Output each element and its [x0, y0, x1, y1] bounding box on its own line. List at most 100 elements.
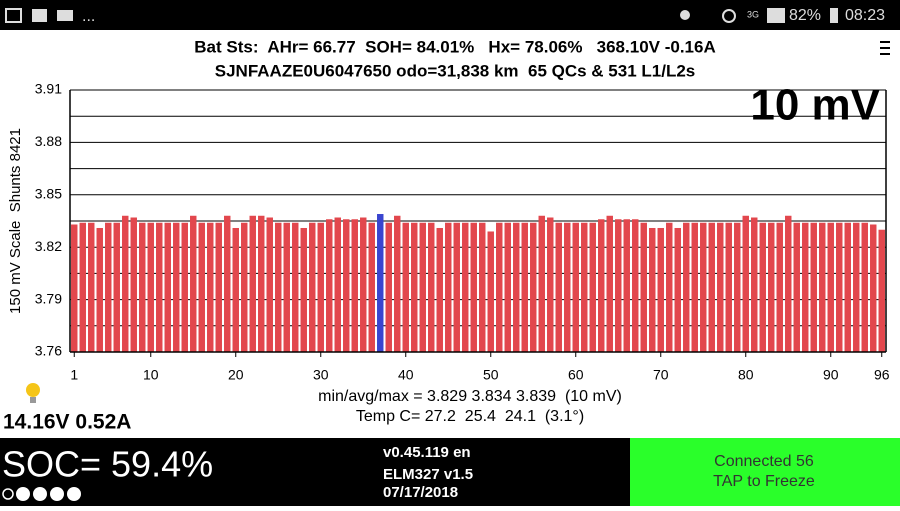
x-tick-label: 20 [228, 367, 244, 383]
bar [198, 222, 205, 352]
status-time: 08:23 [845, 7, 885, 24]
x-tick-label: 70 [653, 367, 669, 383]
bar [547, 217, 554, 352]
bar [241, 222, 248, 352]
bar [827, 222, 834, 352]
bar [402, 222, 409, 352]
bar [113, 222, 120, 352]
aux-voltage: 14.16V 0.52A [3, 411, 131, 434]
bar [479, 222, 486, 352]
bar [275, 222, 282, 352]
bar [581, 222, 588, 352]
y-tick-label: 3.91 [35, 81, 62, 97]
bar [394, 215, 401, 352]
x-tick-label: 30 [313, 367, 329, 383]
footer-bar [0, 438, 630, 506]
bar [819, 222, 826, 352]
bar [538, 215, 545, 352]
bar [496, 222, 503, 352]
bar [130, 217, 137, 352]
bar [776, 222, 783, 352]
freeze-action[interactable]: TAP to Freeze [713, 473, 815, 490]
bar [700, 222, 707, 352]
bar [802, 222, 809, 352]
y-tick-label: 3.88 [35, 133, 62, 149]
status-more: ... [82, 8, 95, 25]
bar [283, 222, 290, 352]
bar [105, 222, 112, 352]
status-network: 3G [747, 9, 759, 19]
bar [419, 222, 426, 352]
bar [521, 222, 528, 352]
bar [878, 229, 885, 352]
freeze-button[interactable]: Connected 56 TAP to Freeze [630, 438, 900, 506]
bar [683, 222, 690, 352]
bar [768, 222, 775, 352]
bar [232, 227, 239, 352]
bar [836, 222, 843, 352]
bar [606, 215, 613, 352]
bar [173, 222, 180, 352]
menu-button[interactable] [880, 41, 890, 55]
bar [326, 219, 333, 352]
bar [759, 222, 766, 352]
bar [445, 222, 452, 352]
bar [258, 215, 265, 352]
bar [589, 222, 596, 352]
bar [190, 215, 197, 352]
x-tick-label: 50 [483, 367, 499, 383]
bar [377, 214, 384, 352]
bar [164, 222, 171, 352]
bar [122, 215, 129, 352]
header-line: Bat Sts: AHr= 66.77 SOH= 84.01% Hx= 78.0… [194, 37, 715, 56]
soc-dots [2, 487, 81, 501]
bar [717, 222, 724, 352]
bar [139, 222, 146, 352]
bar [870, 224, 877, 352]
bar [351, 219, 358, 352]
bar [530, 222, 537, 352]
version: v0.45.119 en [383, 444, 471, 461]
status-signal [767, 8, 785, 23]
adapter: ELM327 v1.5 [383, 466, 473, 483]
status-icon [5, 8, 22, 23]
bar [853, 222, 860, 352]
bar [368, 222, 375, 352]
bar [632, 219, 639, 352]
bar [691, 222, 698, 352]
bar [504, 222, 511, 352]
bar [640, 222, 647, 352]
x-tick-label: 1 [70, 367, 78, 383]
bar [487, 231, 494, 352]
status-icon [680, 10, 690, 20]
bar [249, 215, 256, 352]
bar [436, 227, 443, 352]
bar [861, 222, 868, 352]
scale-label: 10 mV [750, 81, 880, 130]
bar [598, 219, 605, 352]
bar [224, 215, 231, 352]
y-tick-label: 3.82 [35, 238, 62, 254]
status-battery: 82% [789, 7, 821, 24]
y-tick-label: 3.76 [35, 343, 62, 359]
bar [317, 222, 324, 352]
x-tick-label: 96 [874, 367, 890, 383]
status-icon [722, 9, 736, 23]
header-line: SJNFAAZE0U6047650 odo=31,838 km 65 QCs &… [215, 61, 696, 80]
bar [615, 219, 622, 352]
bar [555, 222, 562, 352]
soc: SOC= 59.4% [2, 444, 213, 485]
bar [71, 224, 78, 352]
bar [453, 222, 460, 352]
bar [725, 222, 732, 352]
bar [360, 217, 367, 352]
bar [751, 217, 758, 352]
y-tick-label: 3.85 [35, 186, 62, 202]
x-tick-label: 60 [568, 367, 584, 383]
bar [334, 217, 341, 352]
bar [385, 222, 392, 352]
bar [513, 222, 520, 352]
bar [810, 222, 817, 352]
bar [742, 215, 749, 352]
